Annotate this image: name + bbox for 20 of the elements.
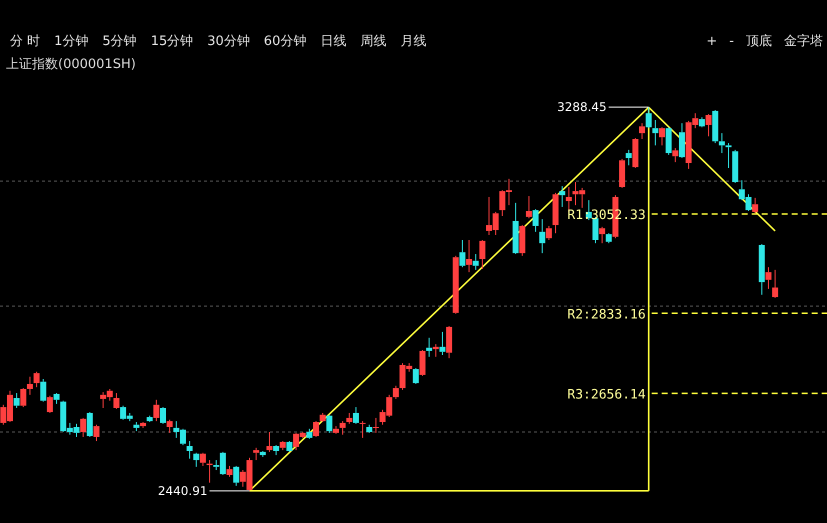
text: 上证指数(000001SH) bbox=[6, 57, 136, 72]
annotation: 3288.45 bbox=[557, 100, 607, 114]
text: 顶底 bbox=[746, 34, 772, 49]
text: 1分钟 bbox=[54, 34, 88, 49]
text: + bbox=[706, 34, 718, 49]
text: 周线 bbox=[360, 34, 386, 49]
text: 30分钟 bbox=[207, 34, 250, 49]
text: 5分钟 bbox=[102, 34, 137, 49]
text: 金字塔 bbox=[784, 34, 823, 49]
ref-line-label: R2:2833.16 bbox=[567, 307, 646, 322]
text: 15分钟 bbox=[150, 34, 194, 49]
text: 60分钟 bbox=[264, 34, 306, 49]
text: 月线 bbox=[400, 34, 426, 49]
text: 日线 bbox=[320, 34, 346, 49]
ref-line-label: R3:2656.14 bbox=[567, 387, 646, 402]
note: 2440.91 bbox=[158, 484, 250, 498]
text: - bbox=[729, 34, 734, 49]
annotation: 2440.91 bbox=[158, 484, 208, 498]
text: 分 时 bbox=[10, 34, 40, 49]
note: 3288.45 bbox=[557, 100, 650, 114]
